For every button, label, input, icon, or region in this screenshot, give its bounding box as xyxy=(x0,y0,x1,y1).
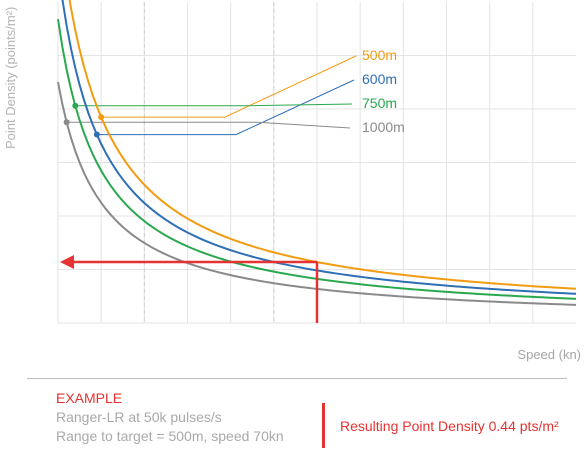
example-arrowhead xyxy=(60,255,74,270)
series-label-500m: 500m xyxy=(362,47,398,63)
series-dots xyxy=(63,102,105,138)
series-dot-500m xyxy=(98,114,105,121)
example-arrows xyxy=(60,255,319,323)
y-axis-label: Point Density (points/m²) xyxy=(3,6,18,149)
series-label-1000m: 1000m xyxy=(362,119,405,135)
example-separator xyxy=(27,378,567,379)
series-label-750m: 750m xyxy=(362,95,398,111)
series-dot-600m xyxy=(93,131,100,138)
example-line-2: Range to target = 500m, speed 70kn xyxy=(56,428,284,444)
result-marker-bar xyxy=(322,403,325,448)
result-density-text: Resulting Point Density 0.44 pts/m² xyxy=(340,418,559,434)
series-dot-1000m xyxy=(63,119,70,126)
label-connector-1000m xyxy=(66,121,351,129)
label-connector-500m xyxy=(101,55,357,118)
x-axis-label: Speed (kn) xyxy=(517,347,581,362)
series-label-600m: 600m xyxy=(362,71,398,87)
example-title: EXAMPLE xyxy=(56,390,123,406)
series-dot-750m xyxy=(72,102,79,109)
example-line-1: Ranger-LR at 50k pulses/s xyxy=(56,409,222,425)
label-connectors xyxy=(66,55,357,136)
label-connector-750m xyxy=(75,103,353,107)
label-connector-600m xyxy=(96,79,355,136)
